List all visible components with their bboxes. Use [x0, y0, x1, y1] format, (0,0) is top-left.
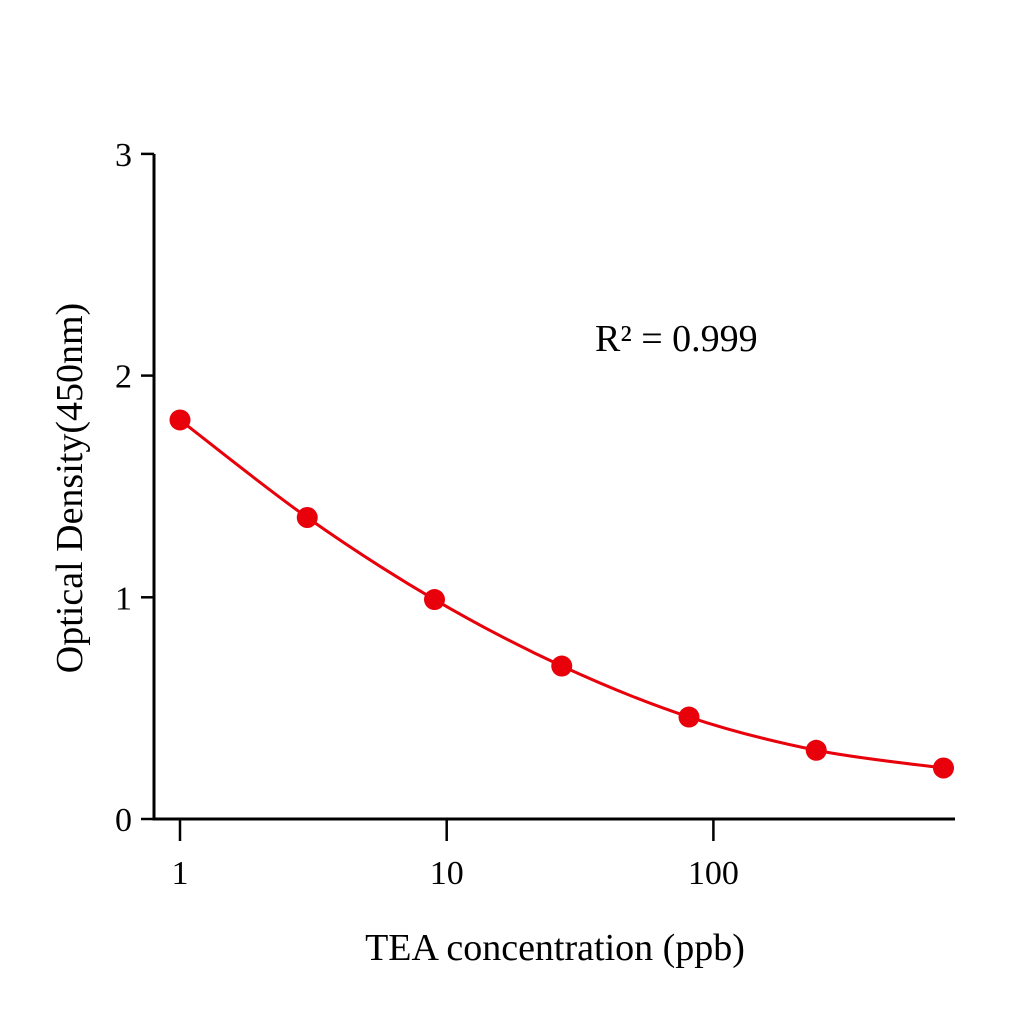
x-tick-label: 100	[688, 855, 739, 892]
data-point	[678, 706, 700, 728]
y-axis-label: Optical Density(450nm)	[49, 303, 91, 673]
r-squared-annotation: R² = 0.999	[595, 318, 758, 360]
y-tick-label: 2	[115, 359, 132, 396]
data-point	[805, 739, 827, 761]
data-point	[169, 409, 191, 431]
y-tick-label: 1	[115, 580, 132, 617]
y-tick-label: 0	[115, 802, 132, 839]
x-tick-label: 1	[172, 855, 189, 892]
data-point	[551, 655, 573, 677]
x-tick-label: 10	[430, 855, 464, 892]
y-tick-label: 3	[115, 137, 132, 174]
data-point	[932, 757, 954, 779]
fit-curve	[179, 418, 944, 770]
x-axis-label: TEA concentration (ppb)	[365, 927, 745, 969]
data-point	[296, 506, 318, 528]
series-od	[169, 409, 954, 779]
axes: 0 1 2 3 1 10 100	[115, 137, 955, 892]
data-point	[423, 589, 445, 611]
